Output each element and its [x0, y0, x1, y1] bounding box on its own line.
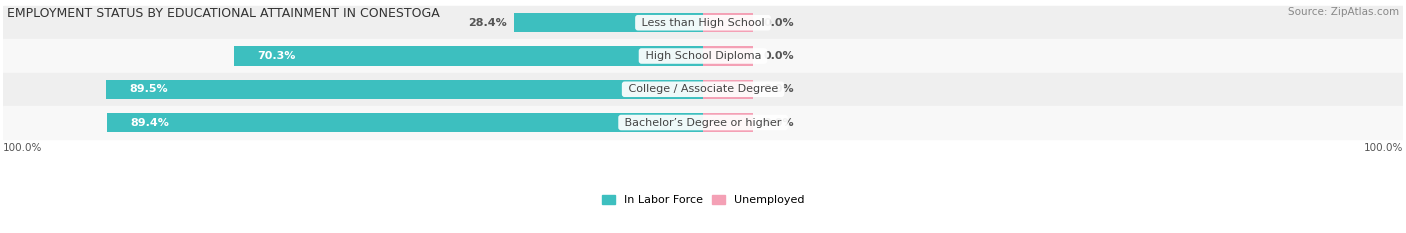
Text: EMPLOYMENT STATUS BY EDUCATIONAL ATTAINMENT IN CONESTOGA: EMPLOYMENT STATUS BY EDUCATIONAL ATTAINM… — [7, 7, 440, 20]
Text: 0.0%: 0.0% — [763, 51, 793, 61]
Bar — [235, 46, 703, 66]
Bar — [107, 113, 703, 132]
Bar — [703, 113, 754, 132]
Bar — [3, 39, 1403, 73]
Text: 28.4%: 28.4% — [468, 18, 508, 28]
Text: 89.5%: 89.5% — [129, 84, 169, 94]
Text: 89.4%: 89.4% — [131, 117, 169, 127]
Text: Bachelor’s Degree or higher: Bachelor’s Degree or higher — [621, 117, 785, 127]
Text: Less than High School: Less than High School — [638, 18, 768, 28]
Text: 0.0%: 0.0% — [763, 18, 793, 28]
Text: 100.0%: 100.0% — [3, 143, 42, 153]
Bar — [703, 46, 754, 66]
Bar — [703, 13, 754, 32]
Text: High School Diploma: High School Diploma — [641, 51, 765, 61]
Bar — [3, 73, 1403, 106]
Text: College / Associate Degree: College / Associate Degree — [624, 84, 782, 94]
Text: 0.0%: 0.0% — [763, 84, 793, 94]
Bar — [3, 6, 1403, 39]
Bar — [513, 13, 703, 32]
Bar — [105, 80, 703, 99]
Text: 100.0%: 100.0% — [1364, 143, 1403, 153]
Text: 70.3%: 70.3% — [257, 51, 295, 61]
Bar — [703, 80, 754, 99]
Legend: In Labor Force, Unemployed: In Labor Force, Unemployed — [598, 190, 808, 209]
Text: Source: ZipAtlas.com: Source: ZipAtlas.com — [1288, 7, 1399, 17]
Text: 0.0%: 0.0% — [763, 117, 793, 127]
Bar — [3, 106, 1403, 139]
